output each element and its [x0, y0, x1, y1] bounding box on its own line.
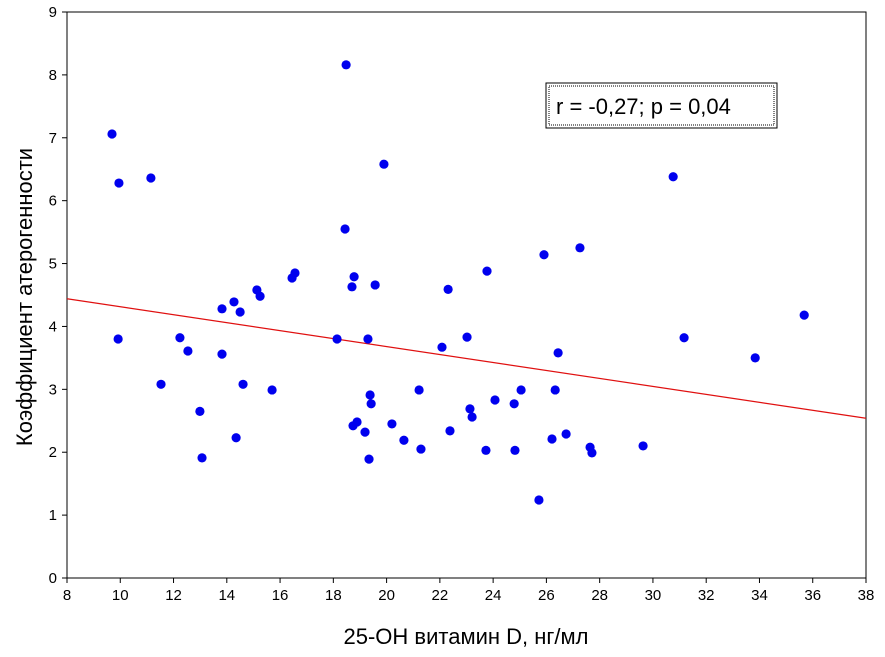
annotation-text: r = -0,27; p = 0,04	[556, 94, 731, 119]
x-tick-label: 28	[591, 587, 608, 604]
y-tick-label: 1	[49, 507, 57, 524]
data-point	[534, 495, 544, 505]
x-tick-label: 36	[804, 587, 821, 604]
data-point	[340, 224, 350, 234]
x-tick-label: 12	[165, 587, 182, 604]
data-point	[467, 412, 477, 422]
y-tick-label: 3	[49, 381, 57, 398]
data-point	[365, 390, 375, 400]
data-point	[238, 379, 248, 389]
data-point	[668, 172, 678, 182]
x-tick-label: 20	[378, 587, 395, 604]
data-point	[550, 385, 560, 395]
data-point	[481, 445, 491, 455]
data-point	[445, 426, 455, 436]
y-tick-label: 8	[49, 67, 57, 84]
data-point	[547, 434, 557, 444]
data-point	[229, 297, 239, 307]
y-tick-label: 9	[49, 4, 57, 21]
x-tick-label: 30	[645, 587, 662, 604]
y-axis-label: Коэффициент атерогенности	[12, 148, 37, 446]
x-tick-label: 34	[751, 587, 768, 604]
x-tick-label: 26	[538, 587, 555, 604]
x-tick-label: 24	[485, 587, 502, 604]
data-point	[363, 334, 373, 344]
data-point	[352, 417, 362, 427]
data-point	[750, 353, 760, 363]
data-point	[341, 60, 351, 70]
data-point	[146, 173, 156, 183]
data-point	[437, 342, 447, 352]
data-point	[587, 448, 597, 458]
y-tick-label: 5	[49, 256, 57, 273]
data-point	[332, 334, 342, 344]
data-point	[255, 291, 265, 301]
y-tick-label: 7	[49, 130, 57, 147]
data-point	[366, 399, 376, 409]
y-tick-label: 0	[49, 570, 57, 587]
data-point	[379, 159, 389, 169]
data-point	[113, 334, 123, 344]
data-point	[490, 395, 500, 405]
x-tick-label: 8	[63, 587, 71, 604]
data-point	[553, 348, 563, 358]
x-tick-label: 18	[325, 587, 342, 604]
data-point	[510, 445, 520, 455]
data-point	[561, 429, 571, 439]
data-point	[183, 346, 193, 356]
data-point	[347, 282, 357, 292]
data-point	[443, 284, 453, 294]
data-point	[370, 280, 380, 290]
data-point	[267, 385, 277, 395]
data-point	[217, 349, 227, 359]
data-point	[399, 435, 409, 445]
data-point	[799, 310, 809, 320]
y-tick-label: 4	[49, 318, 57, 335]
data-point	[482, 266, 492, 276]
data-point	[387, 419, 397, 429]
data-point	[231, 433, 241, 443]
y-tick-label: 2	[49, 444, 57, 461]
x-tick-label: 16	[272, 587, 289, 604]
x-tick-label: 38	[858, 587, 875, 604]
data-point	[197, 453, 207, 463]
x-tick-label: 22	[432, 587, 449, 604]
data-point	[235, 307, 245, 317]
x-tick-label: 10	[112, 587, 129, 604]
data-point	[360, 427, 370, 437]
data-point	[195, 406, 205, 416]
data-point	[575, 243, 585, 253]
x-tick-label: 14	[218, 587, 235, 604]
data-point	[364, 454, 374, 464]
data-point	[679, 333, 689, 343]
data-point	[638, 441, 648, 451]
data-point	[290, 268, 300, 278]
data-point	[414, 385, 424, 395]
data-point	[217, 304, 227, 314]
data-point	[175, 333, 185, 343]
data-point	[416, 444, 426, 454]
data-point	[539, 250, 549, 260]
data-point	[349, 272, 359, 282]
x-axis-label: 25-ОН витамин D, нг/мл	[344, 624, 589, 649]
data-point	[465, 404, 475, 414]
y-tick-label: 6	[49, 193, 57, 210]
regression-line	[66, 298, 867, 419]
data-point	[114, 178, 124, 188]
x-tick-label: 32	[698, 587, 715, 604]
annotation-box: r = -0,27; p = 0,04	[545, 82, 778, 129]
data-point	[516, 385, 526, 395]
data-point	[156, 379, 166, 389]
data-point	[462, 332, 472, 342]
data-point	[107, 129, 117, 139]
data-point	[509, 399, 519, 409]
